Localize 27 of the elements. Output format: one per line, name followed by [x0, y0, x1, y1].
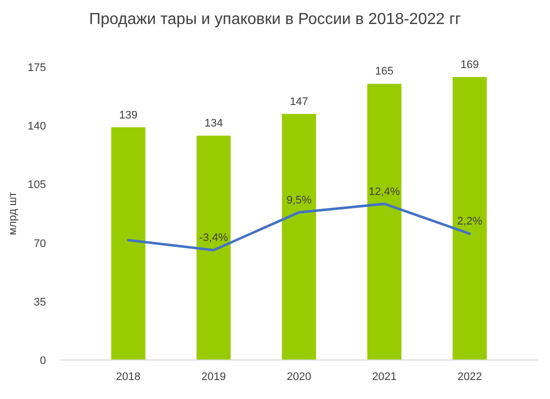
- x-tick-label: 2020: [286, 371, 312, 383]
- data-label: 147: [290, 96, 308, 108]
- data-label: 9,5%: [286, 194, 312, 206]
- chart-title: Продажи тары и упаковки в России в 2018-2022 гг: [89, 11, 462, 28]
- y-axis-title: млрд шт: [7, 192, 19, 236]
- y-tick-label: 70: [34, 238, 46, 250]
- x-tick-label: 2021: [372, 371, 397, 383]
- bar: [367, 84, 402, 360]
- data-label: 139: [119, 109, 138, 122]
- x-tick-label: 2022: [457, 371, 482, 383]
- bar: [196, 136, 231, 360]
- y-tick-label: 35: [34, 296, 46, 308]
- y-tick-label: 0: [40, 355, 46, 367]
- data-label: 165: [375, 66, 394, 78]
- x-tick-label: 2018: [116, 371, 141, 383]
- bar: [452, 77, 487, 360]
- y-tick-label: 105: [28, 179, 46, 192]
- data-label: 169: [460, 59, 479, 72]
- data-label: 134: [204, 118, 223, 130]
- bar: [282, 114, 316, 360]
- data-label: 12,4%: [368, 186, 400, 198]
- x-tick-label: 2019: [201, 371, 226, 383]
- bar: [111, 127, 146, 360]
- data-label: -3,4%: [199, 232, 228, 244]
- y-tick-label: 140: [28, 120, 46, 133]
- y-tick-label: 175: [28, 62, 46, 74]
- data-label: 2,2%: [457, 216, 482, 228]
